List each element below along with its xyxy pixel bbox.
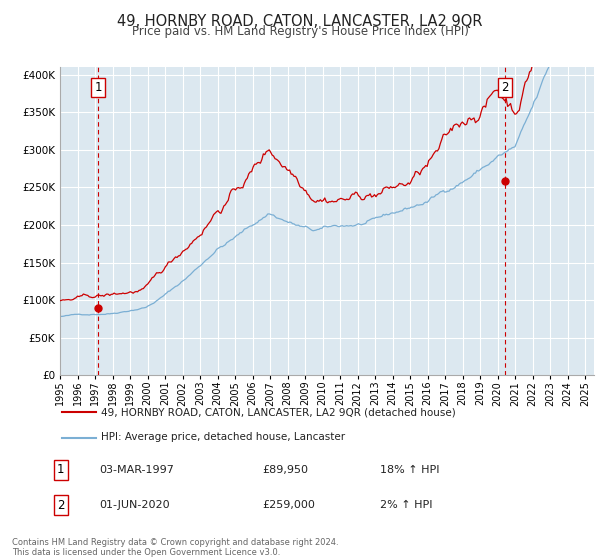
Text: 49, HORNBY ROAD, CATON, LANCASTER, LA2 9QR: 49, HORNBY ROAD, CATON, LANCASTER, LA2 9… — [117, 14, 483, 29]
Text: Contains HM Land Registry data © Crown copyright and database right 2024.
This d: Contains HM Land Registry data © Crown c… — [12, 538, 338, 557]
Text: 1: 1 — [94, 81, 102, 94]
Text: 01-JUN-2020: 01-JUN-2020 — [99, 500, 170, 510]
Text: 1: 1 — [57, 463, 65, 476]
Text: 2: 2 — [57, 498, 65, 512]
Text: 2: 2 — [502, 81, 509, 94]
Text: 03-MAR-1997: 03-MAR-1997 — [99, 465, 174, 475]
Text: 49, HORNBY ROAD, CATON, LANCASTER, LA2 9QR (detached house): 49, HORNBY ROAD, CATON, LANCASTER, LA2 9… — [101, 408, 455, 418]
Text: Price paid vs. HM Land Registry's House Price Index (HPI): Price paid vs. HM Land Registry's House … — [131, 25, 469, 38]
Text: £89,950: £89,950 — [262, 465, 308, 475]
Text: 18% ↑ HPI: 18% ↑ HPI — [380, 465, 439, 475]
Text: £259,000: £259,000 — [262, 500, 315, 510]
Text: 2% ↑ HPI: 2% ↑ HPI — [380, 500, 432, 510]
Text: HPI: Average price, detached house, Lancaster: HPI: Average price, detached house, Lanc… — [101, 432, 345, 442]
